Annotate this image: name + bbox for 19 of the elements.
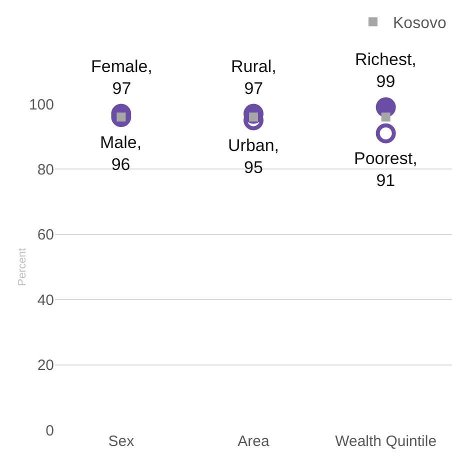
y-axis-title: Percent [16,248,29,286]
y-tick-label: 40 [37,292,54,309]
legend-label: Kosovo [393,14,446,32]
point [376,123,396,144]
annotation: Male, 96 [100,133,142,174]
annotation: Female, 97 [91,57,152,98]
y-tick-label: 20 [37,357,54,374]
annotation: Richest, 99 [355,50,416,92]
y-tick-label: 100 [28,96,54,114]
x-tick-label: Area [238,433,270,450]
annotation: Poorest, 91 [354,149,418,190]
y-tick-label: 0 [46,422,54,440]
annotation: Rural, 97 [231,57,276,98]
point [381,112,390,122]
annotation: Urban, 95 [228,136,280,178]
y-tick-label: 80 [37,161,54,178]
y-tick-label: 60 [37,226,54,244]
x-tick-label: Wealth Quintile [335,433,437,450]
x-tick-label: Sex [108,433,135,450]
